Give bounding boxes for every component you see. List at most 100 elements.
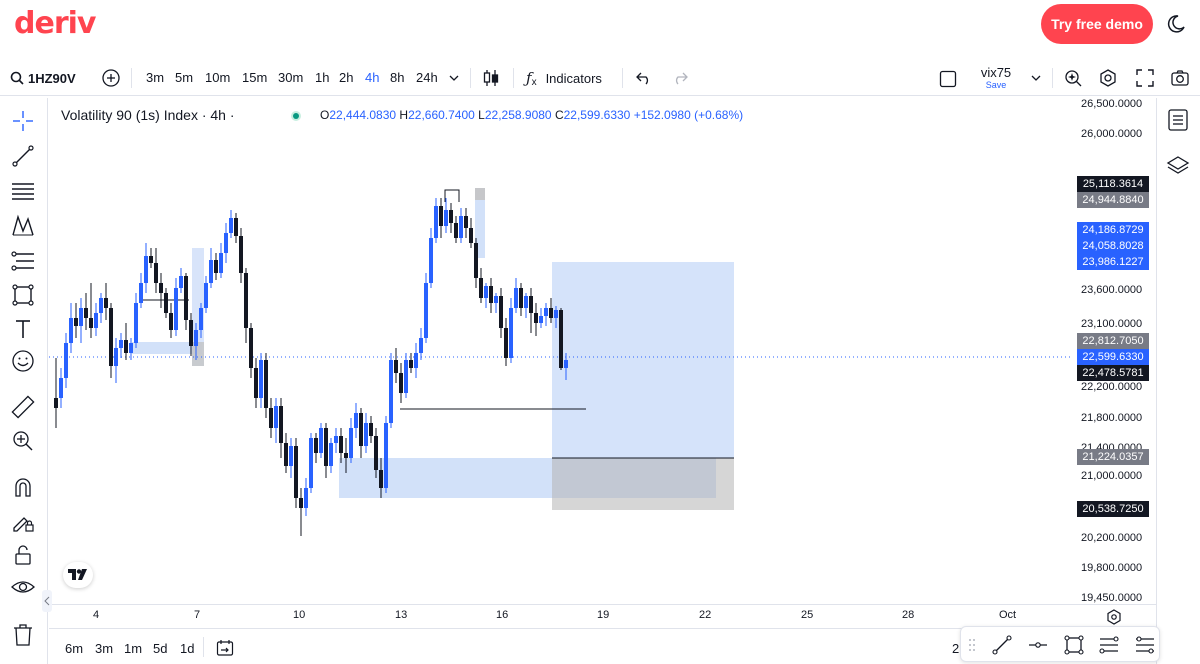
- time-tick: 16: [496, 609, 509, 621]
- layout-switcher[interactable]: vix75 Save: [972, 65, 1020, 90]
- ruler-icon[interactable]: [10, 394, 36, 420]
- close-value: 22,599.6330: [563, 108, 631, 122]
- symbol-label: 1HZ90V: [28, 70, 76, 86]
- fib-icon[interactable]: [10, 178, 36, 204]
- pattern-icon[interactable]: [10, 213, 36, 239]
- try-free-demo-button[interactable]: Try free demo: [1041, 4, 1153, 44]
- axis-settings-icon[interactable]: [1106, 609, 1122, 625]
- range-1m[interactable]: 1m: [124, 641, 143, 656]
- compare-add-button[interactable]: [101, 60, 121, 96]
- camera-icon[interactable]: [1170, 68, 1190, 88]
- high-label: H: [399, 108, 409, 122]
- trend-line-icon[interactable]: [10, 143, 36, 169]
- candle-body: [454, 223, 458, 238]
- rectangle-tool-icon[interactable]: [1063, 634, 1085, 656]
- candle-body: [274, 406, 278, 428]
- redo-icon[interactable]: [672, 71, 688, 85]
- candle-body: [334, 436, 338, 443]
- drag-handle-icon[interactable]: [967, 637, 977, 653]
- price-axis[interactable]: 26,500.0000 26,000.0000 23,600.0000 23,100.…: [1073, 98, 1155, 604]
- candle-body: [174, 288, 178, 330]
- low-label: L: [478, 108, 485, 122]
- interval-1h[interactable]: 1h: [315, 70, 330, 85]
- price-chart[interactable]: [49, 98, 1073, 604]
- trash-icon[interactable]: [10, 622, 36, 648]
- legend-title: Volatility 90 (1s) Index · 4h ·: [61, 107, 235, 123]
- goto-date-icon[interactable]: [216, 639, 234, 657]
- change-value: +152.0980 (+0.68%): [633, 108, 744, 122]
- candle-body: [399, 373, 403, 393]
- supply-gray: [475, 188, 485, 200]
- range-1d[interactable]: 1d: [180, 641, 195, 656]
- interval-30m[interactable]: 30m: [278, 70, 304, 85]
- candle-body: [514, 288, 518, 308]
- candle-body: [489, 286, 493, 303]
- lock-icon[interactable]: [10, 542, 36, 568]
- interval-8h[interactable]: 8h: [390, 70, 405, 85]
- zoom-in-icon[interactable]: [10, 428, 36, 454]
- candle-body: [149, 256, 153, 263]
- magnet-icon[interactable]: [10, 474, 36, 500]
- watchlist-icon[interactable]: [1166, 108, 1190, 132]
- rectangle-icon[interactable]: [10, 282, 36, 308]
- horizontal-ray-icon[interactable]: [1027, 634, 1049, 656]
- time-axis[interactable]: 4 7 10 13 16 19 22 25 28 Oct: [49, 604, 1156, 628]
- candle-body: [124, 340, 128, 353]
- chevron-left-icon: [44, 596, 50, 606]
- layout-chevron-down-icon[interactable]: [1031, 73, 1041, 83]
- projection-icon[interactable]: [10, 248, 36, 274]
- candle-body: [59, 378, 63, 398]
- crosshair-icon[interactable]: [10, 108, 36, 134]
- quick-search-icon[interactable]: [1063, 68, 1083, 88]
- candle-body: [389, 360, 393, 423]
- price-tick: 23,100.0000: [1081, 318, 1143, 330]
- candle-body: [379, 470, 383, 488]
- interval-5m[interactable]: 5m: [175, 70, 194, 85]
- symbol-search[interactable]: 1HZ90V: [10, 60, 76, 96]
- fib-tool-icon[interactable]: [1133, 634, 1157, 656]
- candle-body: [464, 216, 468, 228]
- interval-24h[interactable]: 24h: [416, 70, 438, 85]
- parallel-channel-icon[interactable]: [1097, 634, 1121, 656]
- interval-3m[interactable]: 3m: [146, 70, 165, 85]
- drawing-toolbar: [0, 98, 48, 664]
- text-icon[interactable]: [10, 316, 36, 342]
- eye-icon[interactable]: [10, 574, 36, 600]
- fullscreen-rect-icon[interactable]: [939, 70, 957, 88]
- emoji-icon[interactable]: [10, 348, 36, 374]
- range-6m[interactable]: 6m: [65, 641, 84, 656]
- collapse-toolbar-handle[interactable]: [42, 590, 52, 612]
- layout-save[interactable]: Save: [985, 80, 1007, 90]
- range-3m[interactable]: 3m: [95, 641, 114, 656]
- tradingview-logo[interactable]: [63, 562, 93, 588]
- trend-line-tool-icon[interactable]: [991, 634, 1013, 656]
- position-target-zone: [552, 262, 734, 458]
- interval-4h[interactable]: 4h: [365, 70, 380, 85]
- undo-icon[interactable]: [636, 71, 652, 85]
- candle-body: [269, 408, 273, 428]
- interval-2h[interactable]: 2h: [339, 70, 354, 85]
- chevron-down-icon[interactable]: [449, 73, 459, 83]
- candles-icon[interactable]: [481, 68, 501, 88]
- candle-body: [219, 253, 223, 273]
- indicators-button[interactable]: ƒ x Indicators: [526, 60, 602, 96]
- range-5d[interactable]: 5d: [153, 641, 168, 656]
- fullscreen-icon[interactable]: [1136, 69, 1154, 87]
- settings-icon[interactable]: [1098, 68, 1118, 88]
- candle-body: [349, 428, 353, 458]
- candle-body: [319, 428, 323, 453]
- deriv-logo[interactable]: deriv: [14, 6, 96, 41]
- candlestick-plot[interactable]: [49, 98, 1073, 604]
- timezone-partial[interactable]: 2: [952, 641, 960, 656]
- interval-15m[interactable]: 15m: [242, 70, 268, 85]
- interval-10m[interactable]: 10m: [205, 70, 231, 85]
- moon-icon[interactable]: [1166, 14, 1186, 34]
- lock-draw-icon[interactable]: [10, 508, 36, 534]
- price-tag: 22,812.7050: [1077, 333, 1149, 349]
- layers-icon[interactable]: [1166, 154, 1190, 178]
- candle-body: [554, 310, 558, 318]
- candle-body: [139, 283, 143, 303]
- market-open-icon: [291, 111, 301, 121]
- time-tick: 4: [93, 609, 100, 621]
- candle-body: [144, 256, 148, 283]
